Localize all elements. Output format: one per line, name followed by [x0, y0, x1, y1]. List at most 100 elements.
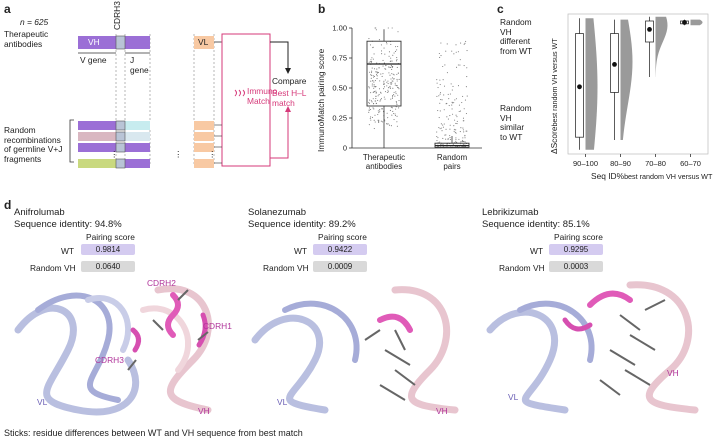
panel-b-point: [383, 80, 385, 82]
panel-b-point: [453, 125, 455, 127]
panel-c-mean: [577, 84, 582, 90]
panel-b-ylabel: ImmunoMatch pairing score: [316, 48, 326, 152]
panel-b-ytick-label: 0: [343, 144, 347, 153]
panel-b-point: [371, 60, 373, 63]
panel-b-point: [391, 73, 393, 75]
v-gene-label: V gene: [80, 55, 107, 65]
panel-b-point: [396, 78, 398, 80]
panel-b-point: [394, 114, 396, 117]
panel-b-point: [391, 60, 393, 62]
panel-b-point: [377, 110, 379, 112]
panel-b-point: [386, 91, 388, 93]
panel-b-point: [382, 65, 384, 67]
panel-b-point: [449, 135, 451, 137]
panel-b-point: [464, 135, 466, 137]
panel-b-point: [386, 122, 388, 125]
panel-b-point: [371, 70, 373, 72]
structure-2-wt-score: 0.9422: [313, 244, 367, 255]
panel-b-point: [382, 73, 384, 75]
panel-b-point: [459, 110, 461, 112]
structure-1-wt-label: WT: [61, 246, 75, 256]
panel-b-point: [445, 138, 447, 140]
panel-b-point: [389, 66, 392, 69]
panel-b-point: [370, 77, 372, 79]
panel-b-point: [462, 95, 464, 97]
panel-b-point: [389, 86, 391, 88]
structure-1-wt-score: 0.9814: [81, 244, 135, 255]
panel-c-xlabel: Seq ID%best random VH versus WT: [591, 171, 712, 182]
panel-b-point: [441, 99, 443, 101]
panel-b-point: [372, 76, 375, 78]
panel-b-point: [395, 85, 397, 87]
panel-b-point: [390, 57, 392, 59]
panel-b-point: [383, 47, 385, 49]
panel-b-point: [395, 100, 397, 103]
panel-b-point: [387, 123, 389, 125]
panel-b-point: [453, 130, 455, 132]
panel-b-point: [394, 113, 396, 115]
panel-b-point: [375, 90, 377, 92]
panel-b-point: [380, 92, 382, 94]
panel-b-point: [375, 91, 377, 93]
panel-b-ytick-label: 1.00: [332, 24, 347, 33]
panel-b-point: [373, 85, 375, 87]
panel-c-xtick-label: 60–70: [680, 159, 701, 168]
vh-label: VH: [88, 37, 100, 47]
panel-b-point: [392, 110, 394, 113]
panel-b-point: [397, 31, 399, 33]
panel-b-point: [465, 86, 467, 88]
panel-b-point: [439, 83, 441, 86]
panel-b-point: [382, 59, 384, 62]
panel-b-point: [369, 44, 372, 46]
panel-b-point: [388, 124, 391, 126]
panel-b-point: [449, 124, 451, 126]
panel-b-point: [392, 73, 394, 75]
panel-b-point: [442, 65, 444, 68]
panel-b-point: [378, 67, 380, 69]
panel-b-point: [394, 50, 397, 53]
panel-b-point: [385, 41, 388, 43]
panel-b-point: [391, 107, 393, 109]
panel-b-point: [386, 85, 388, 87]
structure-3-wt-label: WT: [530, 246, 544, 256]
panel-b-point: [377, 99, 379, 101]
panel-c-mean: [612, 62, 617, 67]
panel-b-point: [466, 50, 468, 52]
structure-1-region-vl: VL: [37, 397, 48, 407]
panel-b-point: [394, 95, 396, 97]
panel-b-point: [440, 42, 442, 44]
panel-b-point: [368, 124, 370, 126]
panel-b-point: [394, 84, 396, 86]
panel-b-point: [378, 112, 380, 114]
panel-b-label: b: [318, 2, 326, 16]
panel-c-top-annot: Random VH different from WT: [500, 17, 533, 56]
panel-b-point: [462, 140, 464, 142]
panel-c-frame: [567, 13, 709, 155]
panel-b-point: [436, 136, 438, 138]
panel-b-point: [380, 73, 382, 75]
structure-2-region-vh: VH: [436, 406, 448, 416]
panel-b-point: [465, 40, 467, 42]
panel-b-point: [389, 109, 391, 111]
panel-b-point: [440, 123, 442, 125]
panel-b-point: [389, 87, 391, 90]
structure-1-name: Anifrolumab: [14, 207, 65, 218]
panel-d-label: d: [4, 198, 12, 212]
panel-b-point: [368, 111, 370, 113]
panel-b-point: [457, 85, 460, 87]
panel-b-point: [439, 102, 441, 104]
panel-b-point: [395, 102, 398, 104]
panel-c-bottom-annot: Random VH similar to WT: [500, 103, 532, 142]
panel-b-point: [395, 91, 397, 93]
panel-b-point: [442, 126, 444, 128]
panel-b-point: [390, 43, 392, 46]
panel-b-point: [390, 78, 392, 80]
panel-b-point: [391, 82, 393, 84]
panel-b-point: [396, 125, 398, 127]
panel-b-point: [372, 47, 374, 49]
panel-b-point: [388, 55, 390, 57]
panel-b-point: [466, 76, 468, 78]
panel-b-point: [377, 113, 379, 116]
panel-b-point: [376, 68, 378, 70]
panel-b-box: [366, 40, 402, 107]
